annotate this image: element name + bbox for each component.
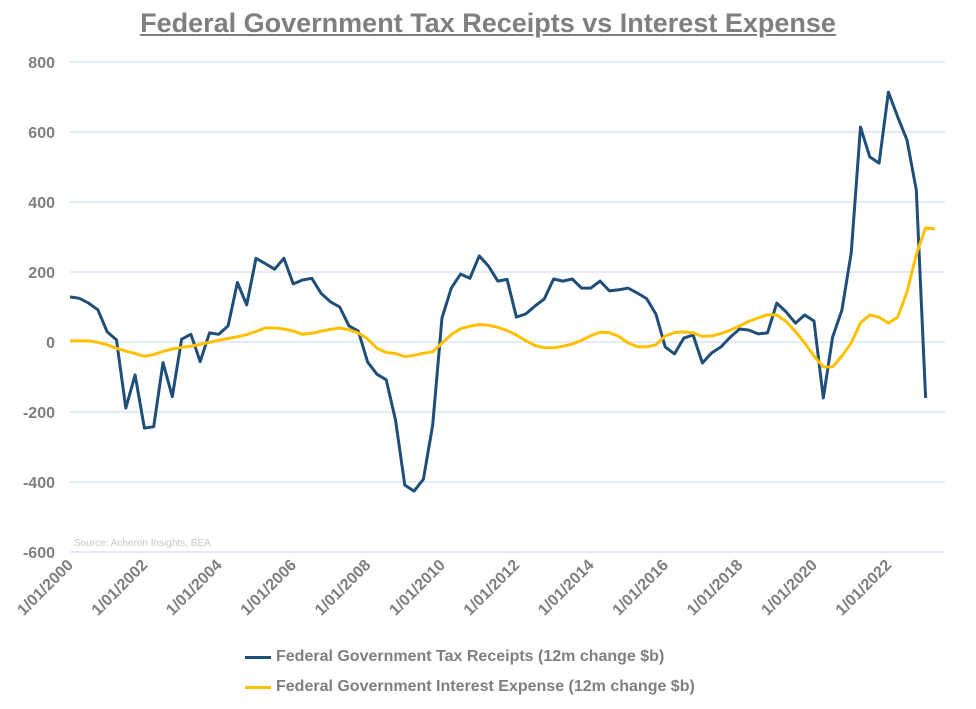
source-note: Source: Acheron Insights, BEA: [74, 538, 211, 549]
legend-item-tax-receipts: Federal Government Tax Receipts (12m cha…: [245, 648, 664, 666]
x-tick-label: 1/01/2010: [386, 557, 448, 619]
x-tick-label: 1/01/2008: [312, 557, 374, 619]
x-tick-label: 1/01/2014: [535, 557, 597, 619]
legend-swatch-tax-receipts: [245, 655, 271, 659]
legend-label-tax-receipts: Federal Government Tax Receipts (12m cha…: [276, 648, 665, 665]
y-tick-label: 400: [28, 195, 55, 212]
x-tick-label: 1/01/2016: [610, 557, 672, 619]
legend-label-interest-expense: Federal Government Interest Expense (12m…: [276, 678, 695, 695]
series-line-interest-expense: [70, 226, 936, 369]
y-tick-label: 200: [28, 265, 55, 282]
x-tick-label: 1/01/2004: [163, 557, 225, 619]
x-tick-label: 1/01/2000: [14, 557, 76, 619]
y-tick-label: -400: [23, 475, 55, 492]
x-tick-label: 1/01/2012: [461, 557, 523, 619]
y-tick-label: 800: [28, 55, 55, 72]
y-tick-label: -200: [23, 405, 55, 422]
x-tick-label: 1/01/2022: [833, 557, 895, 619]
x-tick-label: 1/01/2018: [684, 557, 746, 619]
x-tick-label: 1/01/2006: [238, 557, 300, 619]
y-tick-label: 0: [46, 335, 55, 352]
series-line-tax-receipts: [69, 90, 928, 493]
chart-title: Federal Government Tax Receipts vs Inter…: [140, 8, 836, 38]
y-tick-label: -600: [23, 545, 55, 562]
x-tick-label: 1/01/2020: [758, 557, 820, 619]
legend-swatch-interest-expense: [245, 685, 271, 689]
x-tick-label: 1/01/2002: [89, 557, 151, 619]
y-tick-label: 600: [28, 125, 55, 142]
legend-item-interest-expense: Federal Government Interest Expense (12m…: [245, 678, 695, 696]
